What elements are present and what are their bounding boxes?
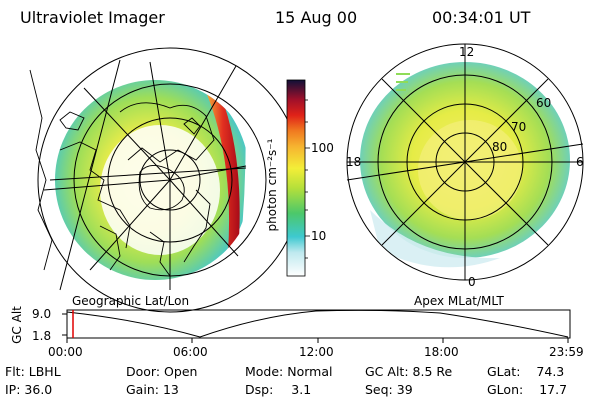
status-ip-value: 36.0 [24,382,53,397]
header-date: 15 Aug 00 [275,8,358,27]
status-gc-alt-value: 8.5 Re [412,364,453,379]
time-tick-1200: 12:00 [299,345,334,359]
magnetic-polar-plot [346,43,584,281]
status-filter: Flt: LBHL [5,364,61,379]
colorbar [286,79,310,277]
status-seq-value: 39 [396,382,413,397]
mlt-label-12: 12 [459,45,475,59]
status-dsp-value: 3.1 [291,382,312,397]
colorbar-unit-label: photon cm⁻²s⁻¹ [265,138,279,232]
header-time: 00:34:01 UT [432,8,531,27]
mlat-label-80: 80 [492,140,508,154]
status-mode-value: Normal [287,364,333,379]
instrument-title: Ultraviolet Imager [20,8,165,27]
status-glon-value: 17.7 [539,382,568,397]
altitude-ylabel: GC Alt [10,306,24,344]
status-dsp: Dsp: 3.1 [245,382,312,397]
status-seq: Seq: 39 [365,382,413,397]
left-panel-caption: Geographic Lat/Lon [72,294,190,308]
status-gc-alt: GC Alt: 8.5 Re [365,364,453,379]
colorbar-tick-10: 10 [311,229,327,243]
altitude-plot [62,309,571,343]
time-tick-2359: 23:59 [549,345,584,359]
right-panel-caption: Apex MLat/MLT [414,294,504,308]
status-ip: IP: 36.0 [5,382,53,397]
status-mode: Mode: Normal [245,364,333,379]
mlat-label-70: 70 [511,120,527,134]
status-glon: GLon: 17.7 [487,382,568,397]
status-door: Door: Open [126,364,198,379]
left-dayside-red-band [206,84,240,256]
status-glat: GLat: 74.3 [487,364,565,379]
mlt-label-6: 6 [576,155,584,169]
altitude-plot-frame [66,309,571,339]
colorbar-gradient [286,79,306,277]
mlat-label-60: 60 [536,96,552,110]
geographic-map [29,47,303,313]
status-door-value: Open [164,364,198,379]
time-tick-0000: 00:00 [48,345,83,359]
time-tick-1800: 18:00 [424,345,459,359]
time-tick-0600: 06:00 [173,345,208,359]
mlt-label-18: 18 [346,155,362,169]
colorbar-tick-100: 100 [311,141,334,155]
status-gain: Gain: 13 [126,382,179,397]
mlt-label-0: 0 [468,275,476,289]
status-gain-value: 13 [162,382,179,397]
status-glat-value: 74.3 [536,364,565,379]
altitude-ytick-max: 9.0 [32,307,52,321]
altitude-curve [66,309,569,338]
status-filter-value: LBHL [28,364,61,379]
altitude-ytick-min: 1.8 [32,329,52,343]
